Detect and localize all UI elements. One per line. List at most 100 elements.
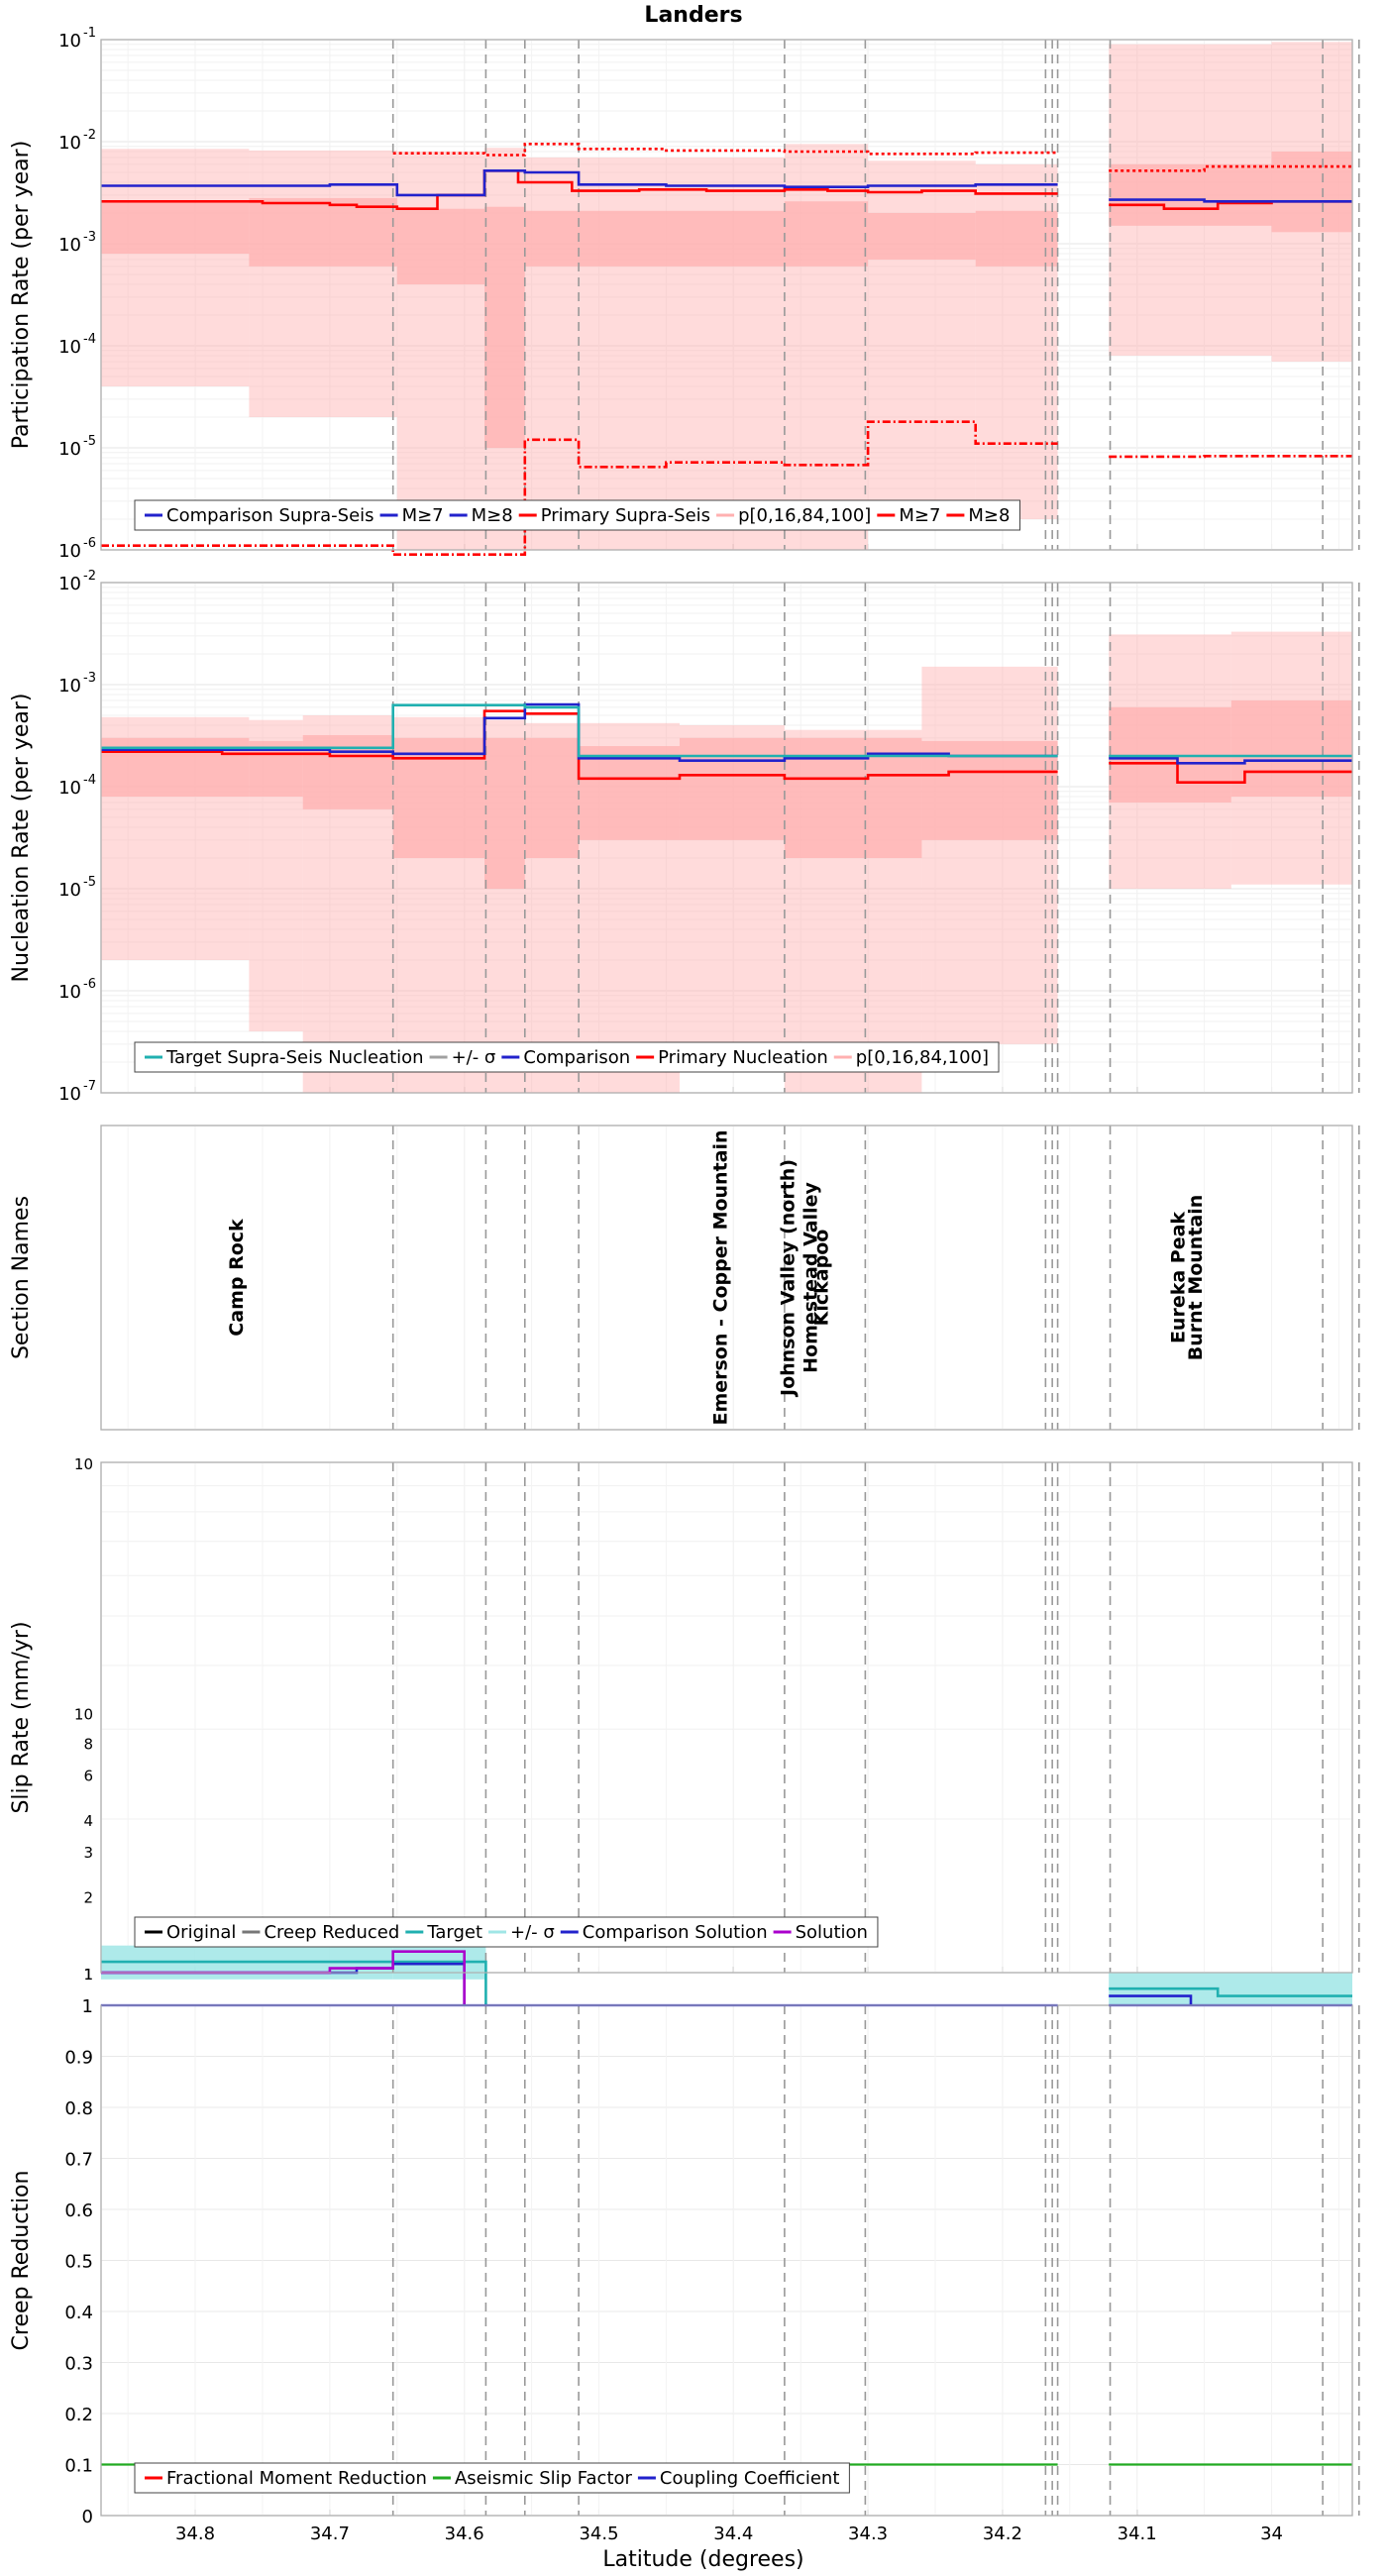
slip-y-tick-label: 1 — [83, 1966, 93, 1984]
participation-band-inner — [101, 203, 250, 254]
nucleation-y-tick-label: 10 — [58, 982, 81, 1003]
nucleation-y-tick-exponent: -6 — [83, 977, 96, 992]
creep-legend: Fractional Moment Reduction Aseismic Slip… — [134, 2462, 850, 2494]
participation-y-tick-exponent: -4 — [83, 332, 96, 347]
participation-band-inner — [1271, 151, 1352, 233]
x-tick-label: 34.3 — [848, 2523, 888, 2544]
x-tick-label: 34.2 — [983, 2523, 1022, 2544]
participation-y-tick-exponent: -5 — [83, 434, 96, 449]
nucleation-legend-label: Primary Nucleation — [658, 1047, 828, 1068]
slip-frame — [100, 1461, 1353, 1974]
participation-frame — [100, 39, 1353, 551]
creep-y-tick-label: 0.4 — [64, 2303, 93, 2323]
creep-frame-outline — [100, 2004, 1353, 2517]
nucleation-legend-label: Comparison — [523, 1047, 630, 1068]
participation-band-inner — [975, 210, 1058, 267]
nucleation-y-tick-label: 10 — [58, 676, 81, 697]
creep-y-tick-label: 0.7 — [64, 2150, 93, 2171]
participation-legend-label: M≥8 — [968, 505, 1010, 526]
participation-series-m-8 — [101, 420, 1352, 556]
participation-legend: Comparison Supra-Seis M≥7 M≥8 Primary Supra… — [134, 499, 1020, 531]
participation-legend-label: M≥7 — [402, 505, 444, 526]
slip-legend-label: Target — [426, 1922, 482, 1943]
creep-legend-box — [134, 2462, 850, 2494]
nucleation-series-primary-nucleation — [101, 709, 1352, 784]
participation-y-tick-exponent: -6 — [83, 536, 96, 551]
x-tick-label: 34 — [1260, 2523, 1283, 2544]
nucleation-y-tick-exponent: -5 — [83, 875, 96, 890]
slip-y-tick-label: 10 — [74, 1455, 93, 1473]
section-name: Kickapoo — [811, 1230, 833, 1327]
slip-band — [1109, 1973, 1352, 2009]
participation-legend-label: M≥8 — [472, 505, 513, 526]
participation-band-outer — [868, 161, 976, 501]
slip-y-axis-label: Slip Rate (mm/yr) — [9, 1621, 34, 1813]
participation-y-tick-label: 10 — [58, 235, 81, 256]
section-name: Burnt Mountain — [1185, 1195, 1207, 1361]
slip-y-tick-label: 8 — [83, 1735, 93, 1753]
nucleation-legend-label: Target Supra-Seis Nucleation — [165, 1047, 424, 1068]
x-axis-label: Latitude (degrees) — [602, 2547, 803, 2572]
nucleation-legend-label: +/- σ — [452, 1047, 496, 1068]
participation-legend-label: p[0,16,84,100] — [738, 505, 871, 526]
slip-frame-outline — [100, 1461, 1353, 1974]
participation-legend-label: Comparison Supra-Seis — [166, 505, 374, 526]
nucleation-legend: Target Supra-Seis Nucleation +/- σ Compari… — [134, 1041, 1000, 1073]
nucleation-series-target-supra-seis-nucleation — [101, 703, 1352, 758]
participation-y-axis-label: Participation Rate (per year) — [9, 141, 34, 450]
creep-y-tick-label: 0.5 — [64, 2252, 93, 2273]
nucleation-band-inner — [302, 734, 393, 809]
nucleation-y-tick-label: 10 — [58, 778, 81, 799]
participation-band-outer — [101, 149, 250, 386]
participation-band-inner — [484, 206, 525, 448]
sections-frame-outline — [100, 1125, 1353, 1431]
creep-y-tick-label: 0.2 — [64, 2405, 93, 2425]
nucleation-band-inner — [579, 746, 680, 840]
section-name: Emerson - Copper Mountain — [710, 1129, 732, 1425]
creep-legend-label: Coupling Coefficient — [660, 2468, 839, 2489]
participation-band-inner — [784, 201, 869, 267]
creep-y-tick-label: 1 — [82, 1996, 93, 2017]
creep-y-tick-label: 0.8 — [64, 2098, 93, 2119]
participation-y-tick-exponent: -1 — [83, 26, 96, 41]
nucleation-legend-box — [134, 1041, 1000, 1073]
slip-panel: 10 1 2 3 4 6 8 10 1 Slip Rate (mm/yr) Original Cree… — [9, 1455, 1360, 2145]
participation-frame-outline — [100, 39, 1353, 551]
creep-y-tick-label: 0.3 — [64, 2354, 93, 2375]
nucleation-y-tick-exponent: -3 — [83, 671, 96, 686]
section-name: Camp Rock — [226, 1219, 248, 1337]
x-tick-label: 34.1 — [1118, 2523, 1157, 2544]
participation-y-tick-label: 10 — [58, 31, 81, 52]
slip-y-tick-label: 1 — [83, 1966, 93, 1984]
participation-band-inner — [249, 197, 397, 267]
nucleation-y-axis-label: Nucleation Rate (per year) — [9, 694, 34, 983]
nucleation-y-tick-exponent: -2 — [83, 569, 96, 584]
nucleation-band-inner — [392, 737, 485, 858]
nucleation-y-tick-exponent: -4 — [83, 773, 96, 788]
nucleation-band-outer — [921, 666, 1058, 1044]
slip-legend-label: Original — [166, 1922, 236, 1943]
nucleation-legend-label: p[0,16,84,100] — [856, 1047, 989, 1068]
chart-title: Landers — [644, 3, 742, 28]
nucleation-band-inner — [921, 740, 1058, 840]
x-tick-label: 34.7 — [310, 2523, 350, 2544]
x-tick-label: 34.6 — [445, 2523, 484, 2544]
section-name: Eureka Peak — [1167, 1212, 1189, 1343]
participation-legend-label: Primary Supra-Seis — [541, 505, 710, 526]
slip-y-tick-label: 10 — [74, 1705, 93, 1723]
nucleation-y-tick-label: 10 — [58, 1084, 81, 1105]
slip-legend-label: +/- σ — [510, 1922, 555, 1943]
nucleation-band-inner — [679, 737, 785, 840]
participation-y-tick-exponent: -3 — [83, 230, 96, 245]
slip-legend-label: Creep Reduced — [264, 1922, 399, 1943]
participation-band-inner — [396, 208, 485, 284]
sections-y-axis-label: Section Names — [9, 1196, 34, 1359]
slip-legend: Original Creep Reduced Target +/- σ Comparis… — [134, 1916, 879, 1948]
nucleation-y-tick-label: 10 — [58, 880, 81, 901]
participation-band-inner — [868, 212, 976, 260]
nucleation-band-inner — [1230, 699, 1352, 797]
